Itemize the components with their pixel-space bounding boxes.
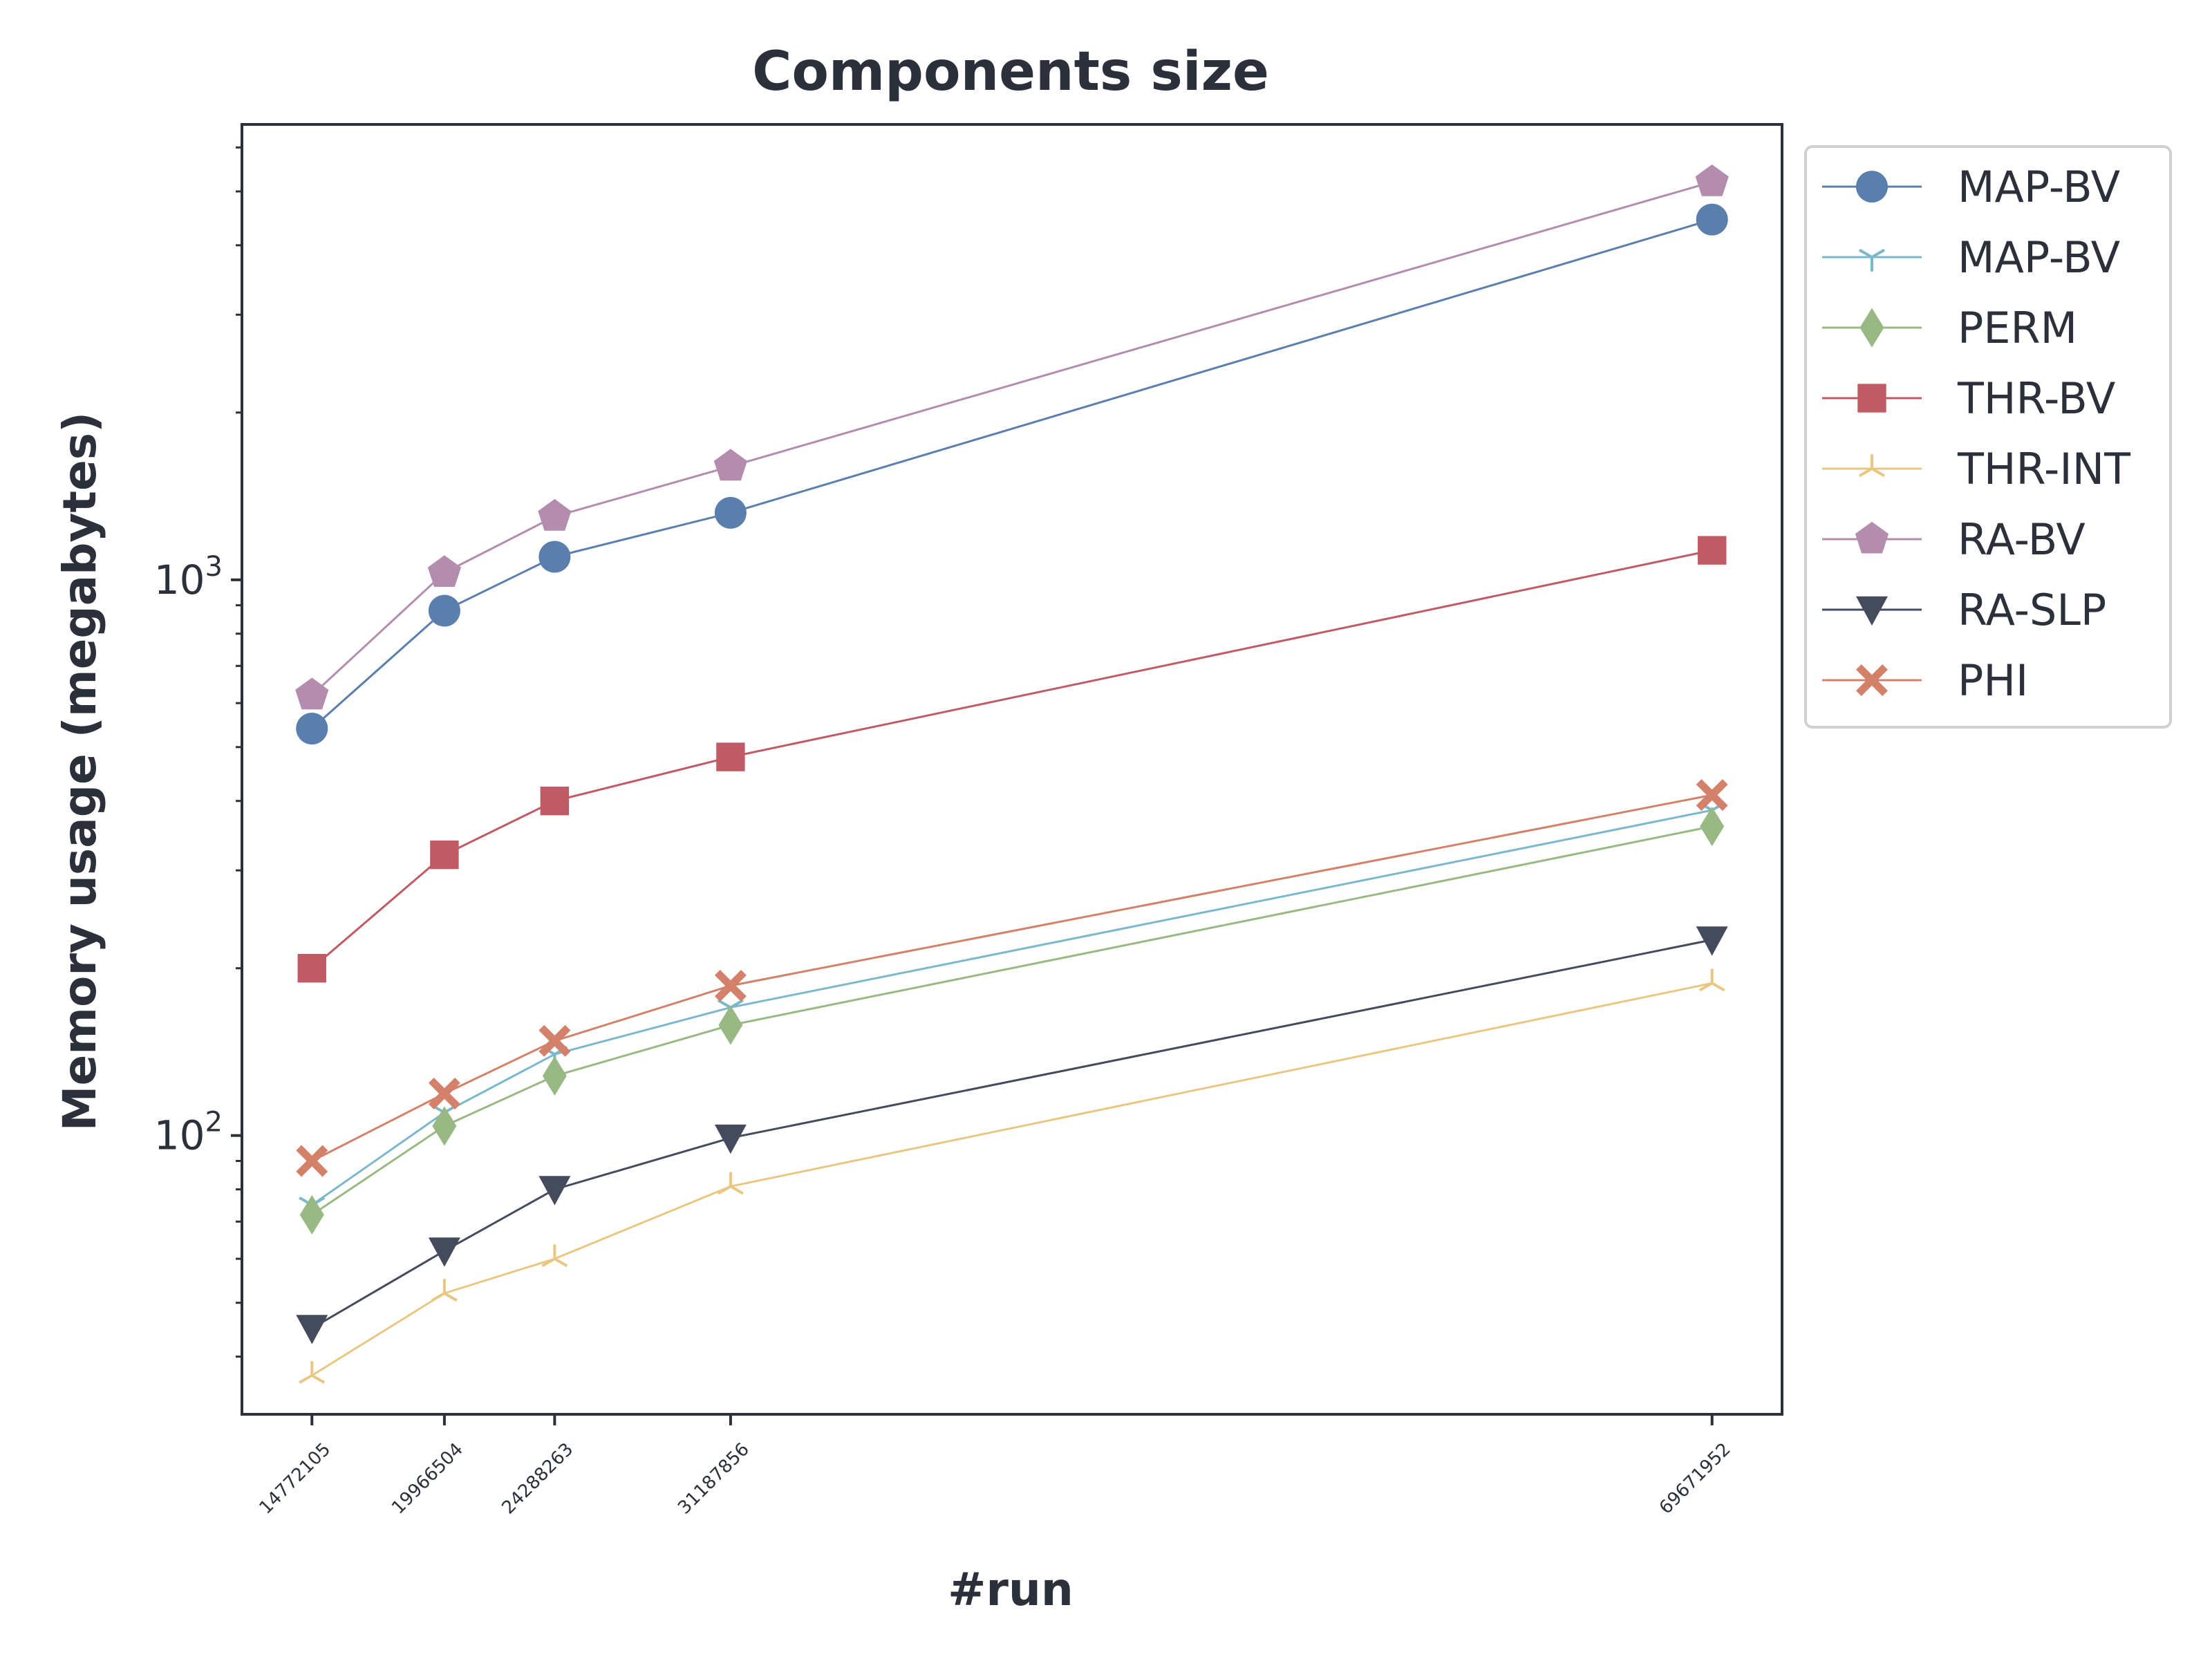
series-thr-int-4: [299, 968, 1725, 1384]
legend-item: THR-BV: [1822, 373, 2115, 424]
marker-stroke: [1858, 454, 1886, 478]
x-tick-label: 24288263: [498, 1439, 578, 1519]
data-point: [432, 1106, 457, 1146]
legend-marker: [1856, 596, 1888, 626]
data-point: [428, 594, 460, 627]
series-line: [311, 180, 1713, 696]
legend-label: RA-SLP: [1958, 585, 2106, 635]
legend: MAP-BV MAP-BV PERM THR-BV THR-INT RA-BV RA-SLP…: [1804, 145, 2172, 729]
legend-label: THR-BV: [1957, 373, 2115, 424]
legend-marker: [1855, 521, 1889, 554]
data-point: [297, 954, 326, 983]
data-point: [716, 742, 745, 771]
x-tick-label: 19966504: [388, 1439, 467, 1519]
legend-label: PERM: [1958, 303, 2077, 353]
data-point: [430, 840, 459, 870]
plot-frame: [241, 123, 1783, 1416]
data-point: [1700, 807, 1725, 846]
data-point: [428, 1078, 460, 1109]
series-group: [295, 164, 1729, 1384]
legend-item: PHI: [1822, 655, 2028, 706]
data-point: [428, 1237, 460, 1267]
data-point: [427, 555, 461, 587]
legend-marker: [1856, 171, 1888, 203]
series-map-bv-0: [296, 203, 1728, 744]
series-line: [311, 794, 1712, 1162]
legend-item: THR-INT: [1822, 444, 2131, 494]
legend-label: RA-BV: [1958, 514, 2086, 565]
legend-label: THR-INT: [1957, 444, 2131, 494]
data-point: [1696, 203, 1728, 236]
data-point: [538, 541, 571, 573]
marker-stroke: [717, 1172, 744, 1195]
data-point: [538, 1024, 571, 1057]
marker-stroke: [1698, 968, 1725, 992]
series-line: [311, 982, 1713, 1377]
series-line: [311, 218, 1713, 730]
data-point: [1695, 164, 1729, 196]
legend-marker: [1858, 454, 1886, 478]
data-point: [718, 1005, 743, 1045]
data-point: [299, 1194, 324, 1235]
series-ra-slp-6: [296, 926, 1728, 1344]
data-point: [713, 449, 747, 481]
data-point: [540, 787, 570, 816]
data-point: [296, 1145, 328, 1177]
series-ra-bv-5: [295, 164, 1729, 710]
y-tick-label: 103: [154, 551, 223, 603]
series-perm-2: [299, 807, 1725, 1235]
y-tick-label: 102: [154, 1107, 223, 1159]
series-map-bv-1: [299, 801, 1725, 1219]
legend-label: MAP-BV: [1958, 232, 2120, 283]
data-point: [1698, 536, 1727, 565]
series-line: [311, 549, 1713, 969]
legend-item: MAP-BV: [1822, 162, 2120, 212]
x-tick-label: 31187856: [674, 1439, 753, 1519]
legend-marker: [1859, 308, 1884, 348]
legend-label: PHI: [1958, 655, 2028, 706]
legend-frame: [1804, 145, 2172, 729]
legend-marker: [1857, 384, 1886, 413]
data-point: [714, 970, 747, 1002]
data-point: [295, 677, 329, 710]
series-thr-bv-3: [297, 536, 1727, 983]
y-axis-label: Memory usage (megabytes): [53, 412, 106, 1131]
data-point: [299, 1361, 326, 1384]
data-point: [538, 498, 572, 531]
series-phi-7: [296, 779, 1728, 1177]
data-point: [296, 1315, 328, 1344]
legend-item: RA-SLP: [1822, 585, 2106, 635]
legend-label: MAP-BV: [1958, 162, 2120, 212]
data-point: [296, 712, 328, 744]
data-point: [717, 1172, 744, 1195]
data-point: [1698, 968, 1725, 992]
x-tick-label: 14772105: [255, 1439, 335, 1519]
axes: 102 103 14772105 19966504 24288263 31187856 69…: [154, 123, 1783, 1519]
marker-stroke: [541, 1244, 568, 1268]
series-line: [311, 825, 1712, 1216]
data-point: [714, 1124, 747, 1154]
marker-stroke: [1858, 248, 1886, 272]
data-point: [431, 1279, 458, 1302]
legend-item: MAP-BV: [1822, 232, 2120, 283]
x-tick-label: 69671952: [1656, 1439, 1735, 1519]
data-point: [1696, 926, 1728, 956]
marker-stroke: [431, 1279, 458, 1302]
legend-item: PERM: [1822, 303, 2077, 353]
data-point: [714, 496, 747, 529]
legend-marker: [1856, 664, 1888, 696]
legend-item: RA-BV: [1822, 514, 2086, 565]
legend-marker: [1858, 248, 1886, 272]
data-point: [542, 1056, 567, 1096]
data-point: [541, 1244, 568, 1268]
marker-stroke: [299, 1361, 326, 1384]
data-point: [1696, 779, 1728, 812]
chart-title: Components size: [752, 41, 1269, 103]
x-axis-label: #run: [948, 1563, 1074, 1616]
data-point: [538, 1176, 571, 1206]
